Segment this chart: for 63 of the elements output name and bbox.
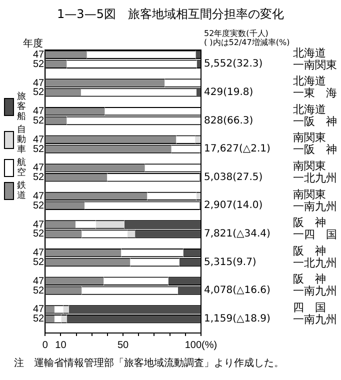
y-tick-label: 47 (33, 219, 45, 230)
text: 一北九州 (293, 171, 337, 184)
y-tick-label: 47 (33, 190, 45, 202)
text: 一南九州 (293, 312, 337, 326)
text: 828(66.3) (204, 115, 254, 126)
y-tick-label: 47 (33, 162, 45, 174)
text: 2,907(14.0) (204, 200, 263, 212)
y-tick-label: 52 (33, 144, 45, 155)
y-tick-label: 52 (33, 58, 45, 70)
text: 1,159(△18.9) (204, 313, 270, 324)
y-tick-label: 47 (33, 106, 45, 118)
legend-label: 鉄道 (17, 181, 27, 201)
y-tick-label: 52 (33, 285, 45, 296)
text: 17,627(△2.1) (204, 144, 270, 155)
y-tick-label: 47 (33, 134, 45, 146)
y-tick-label: 52 (33, 228, 45, 240)
text: 一南九州 (293, 284, 337, 298)
text: 52年度実数(千人) (204, 29, 268, 38)
text: 南関東 (293, 188, 326, 201)
text: 四 国 (293, 300, 326, 314)
text: 北海道 (293, 46, 326, 60)
text: 7,821(△34.4) (204, 228, 270, 240)
y-tick-label: 52 (33, 200, 45, 212)
text: 5,038(27.5) (204, 172, 263, 183)
text: 一東 海 (293, 86, 337, 100)
y-tick-label: 47 (33, 276, 45, 287)
y-tick-label: 47 (33, 49, 45, 60)
text: 北海道 (293, 102, 326, 116)
x-tick-label: 0 (42, 340, 48, 351)
text: 注 運輸省情報管理部「旅客地域流動調査」より作成した。 (14, 356, 284, 370)
text: 5,552(32.3) (204, 58, 263, 70)
text: 南関東 (293, 131, 326, 144)
legend-label: 航空 (17, 158, 27, 178)
text: 阪 神 (293, 272, 326, 286)
y-axis-title: 年度 (23, 38, 44, 50)
legend-label: 自動車 (17, 125, 27, 155)
y-tick-label: 52 (33, 87, 45, 98)
y-tick-label: 52 (33, 172, 45, 184)
text: 一四 国 (293, 228, 337, 242)
text: ( )内は52/47増減率(%) (204, 38, 290, 48)
y-tick-label: 47 (33, 304, 45, 316)
y-tick-label: 52 (33, 257, 45, 268)
legend-label: 旅客船 (17, 92, 27, 122)
text: 阪 神 (293, 216, 326, 230)
text: 一阪 神 (293, 114, 337, 128)
y-tick-label: 52 (33, 116, 45, 126)
x-tick-label: 50 (118, 340, 130, 351)
text: 一北九州 (293, 256, 337, 270)
text: 阪 神 (293, 244, 326, 258)
chart-title: 1—3—5図 旅客地域相互間分担率の変化 (56, 6, 285, 23)
text: 北海道 (293, 74, 326, 88)
text: 一南九州 (293, 200, 337, 213)
x-tick-label: 10 (55, 340, 67, 351)
y-tick-label: 47 (33, 248, 45, 259)
text: 5,315(9.7) (204, 256, 256, 268)
x-tick-label: 100(%) (184, 340, 218, 351)
text: 429(19.8) (204, 87, 254, 98)
text: 一阪 神 (293, 143, 337, 156)
text: 一南関東 (293, 58, 337, 72)
text: 南関東 (293, 159, 326, 172)
text: 4,078(△16.6) (204, 285, 270, 296)
y-tick-label: 47 (33, 78, 45, 89)
y-tick-label: 52 (33, 314, 45, 325)
